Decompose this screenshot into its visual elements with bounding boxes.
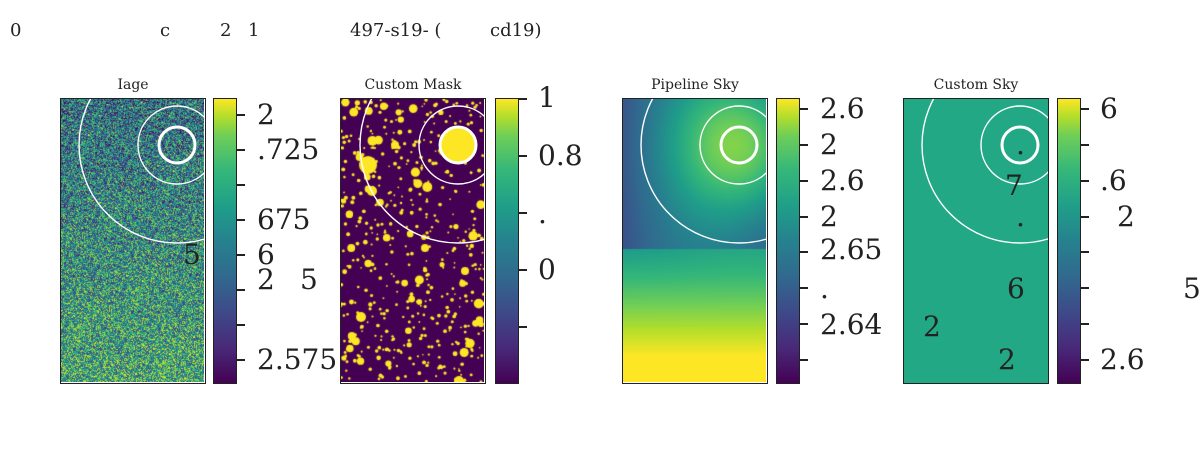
colorbar-tick xyxy=(1081,216,1089,218)
suptitle-part: cd19) xyxy=(490,20,542,41)
colorbar-tick xyxy=(237,114,245,116)
colorbar-tick xyxy=(800,216,808,218)
colorbar-tick xyxy=(519,212,527,214)
aperture-circles-icon xyxy=(640,99,767,244)
colorbar-tick-label: 2.65 xyxy=(820,233,883,266)
colorbar-tick xyxy=(1081,359,1089,361)
colorbar-pipeline-sky xyxy=(776,98,800,384)
suptitle-part: c xyxy=(160,20,171,41)
colorbar-custom-sky xyxy=(1057,98,1081,384)
colorbar-tick-label: 2 xyxy=(820,200,838,233)
stray-label: 5 xyxy=(300,263,318,296)
colorbar-tick-label: 6 xyxy=(1100,92,1118,125)
custom-mask-panel xyxy=(340,98,486,384)
colorbar-tick xyxy=(237,359,245,361)
colorbar-tick-label: 675 xyxy=(257,203,311,236)
colorbar-tick xyxy=(800,251,808,253)
stray-label: 7 xyxy=(1005,169,1023,202)
colorbar-tick xyxy=(237,184,245,186)
colorbar-tick xyxy=(800,180,808,182)
colorbar-tick-label: 2.575 xyxy=(257,343,338,376)
colorbar-tick xyxy=(237,324,245,326)
colorbar-tick-label: 2 xyxy=(257,263,275,296)
colorbar-tick xyxy=(237,219,245,221)
colorbar-tick xyxy=(1081,144,1089,146)
colorbar-tick xyxy=(1081,180,1089,182)
colorbar-tick xyxy=(519,326,527,328)
colorbar-tick xyxy=(800,359,808,361)
colorbar-tick xyxy=(800,287,808,289)
colorbar-tick xyxy=(1081,108,1089,110)
image-panel xyxy=(60,98,206,384)
colorbar-tick-label: .6 xyxy=(1100,164,1127,197)
stray-label: 2 xyxy=(998,343,1016,376)
suptitle-part: 1 xyxy=(248,20,260,41)
colorbar-tick-label: 0 xyxy=(538,253,556,286)
aperture-circles-icon xyxy=(359,99,485,244)
colorbar-tick-label: 6 xyxy=(257,238,275,271)
colorbar-tick-label: 2.6 xyxy=(1100,343,1145,376)
colorbar-tick xyxy=(237,254,245,256)
stray-label: 5 xyxy=(1183,272,1200,305)
colorbar-tick xyxy=(1081,323,1089,325)
colorbar-tick-label: 2.6 xyxy=(820,92,865,125)
panel-title-image: Iage xyxy=(117,77,149,93)
colorbar-tick-label: 2.6 xyxy=(820,164,865,197)
panel-title-pipeline-sky: Pipeline Sky xyxy=(651,77,739,93)
suptitle-part: 0 xyxy=(10,20,22,41)
aperture-circles-icon xyxy=(921,99,1048,244)
pipeline-sky-panel xyxy=(622,98,768,384)
colorbar-tick xyxy=(237,289,245,291)
aperture-circles-icon xyxy=(78,99,205,244)
panel-title-custom-mask: Custom Mask xyxy=(364,77,462,93)
stray-label: 6 xyxy=(1007,272,1025,305)
colorbar-tick-label: 1 xyxy=(538,81,556,114)
colorbar-tick-label: 0.8 xyxy=(538,139,583,172)
image-heatmap xyxy=(61,99,204,382)
colorbar-tick-label: . xyxy=(538,197,547,230)
stray-label: 2 xyxy=(923,310,941,343)
colorbar-tick xyxy=(800,108,808,110)
stray-label: 5 xyxy=(183,238,201,271)
colorbar-tick xyxy=(519,155,527,157)
colorbar-tick-label: .725 xyxy=(257,133,320,166)
stray-label: . xyxy=(1016,200,1025,233)
colorbar-tick xyxy=(519,269,527,271)
colorbar-tick-label: 2 xyxy=(820,128,838,161)
colorbar-tick xyxy=(1081,287,1089,289)
colorbar-tick-label: 2.64 xyxy=(820,308,883,341)
colorbar-image xyxy=(213,98,237,384)
colorbar-tick xyxy=(800,144,808,146)
custom-sky-panel xyxy=(903,98,1049,384)
colorbar-tick xyxy=(237,149,245,151)
suptitle-part: 497-s19- ( xyxy=(350,20,442,41)
stray-label: . xyxy=(1016,128,1025,161)
panel-title-custom-sky: Custom Sky xyxy=(933,77,1019,93)
colorbar-tick-label: . xyxy=(820,272,829,305)
colorbar-tick xyxy=(519,98,527,100)
colorbar-tick-label: 2 xyxy=(1117,200,1135,233)
colorbar-custom-mask xyxy=(495,98,519,384)
colorbar-tick xyxy=(1081,251,1089,253)
colorbar-tick-label: 2 xyxy=(257,98,275,131)
suptitle-part: 2 xyxy=(220,20,232,41)
colorbar-tick xyxy=(800,323,808,325)
pipeline-sky-heatmap xyxy=(623,99,766,382)
